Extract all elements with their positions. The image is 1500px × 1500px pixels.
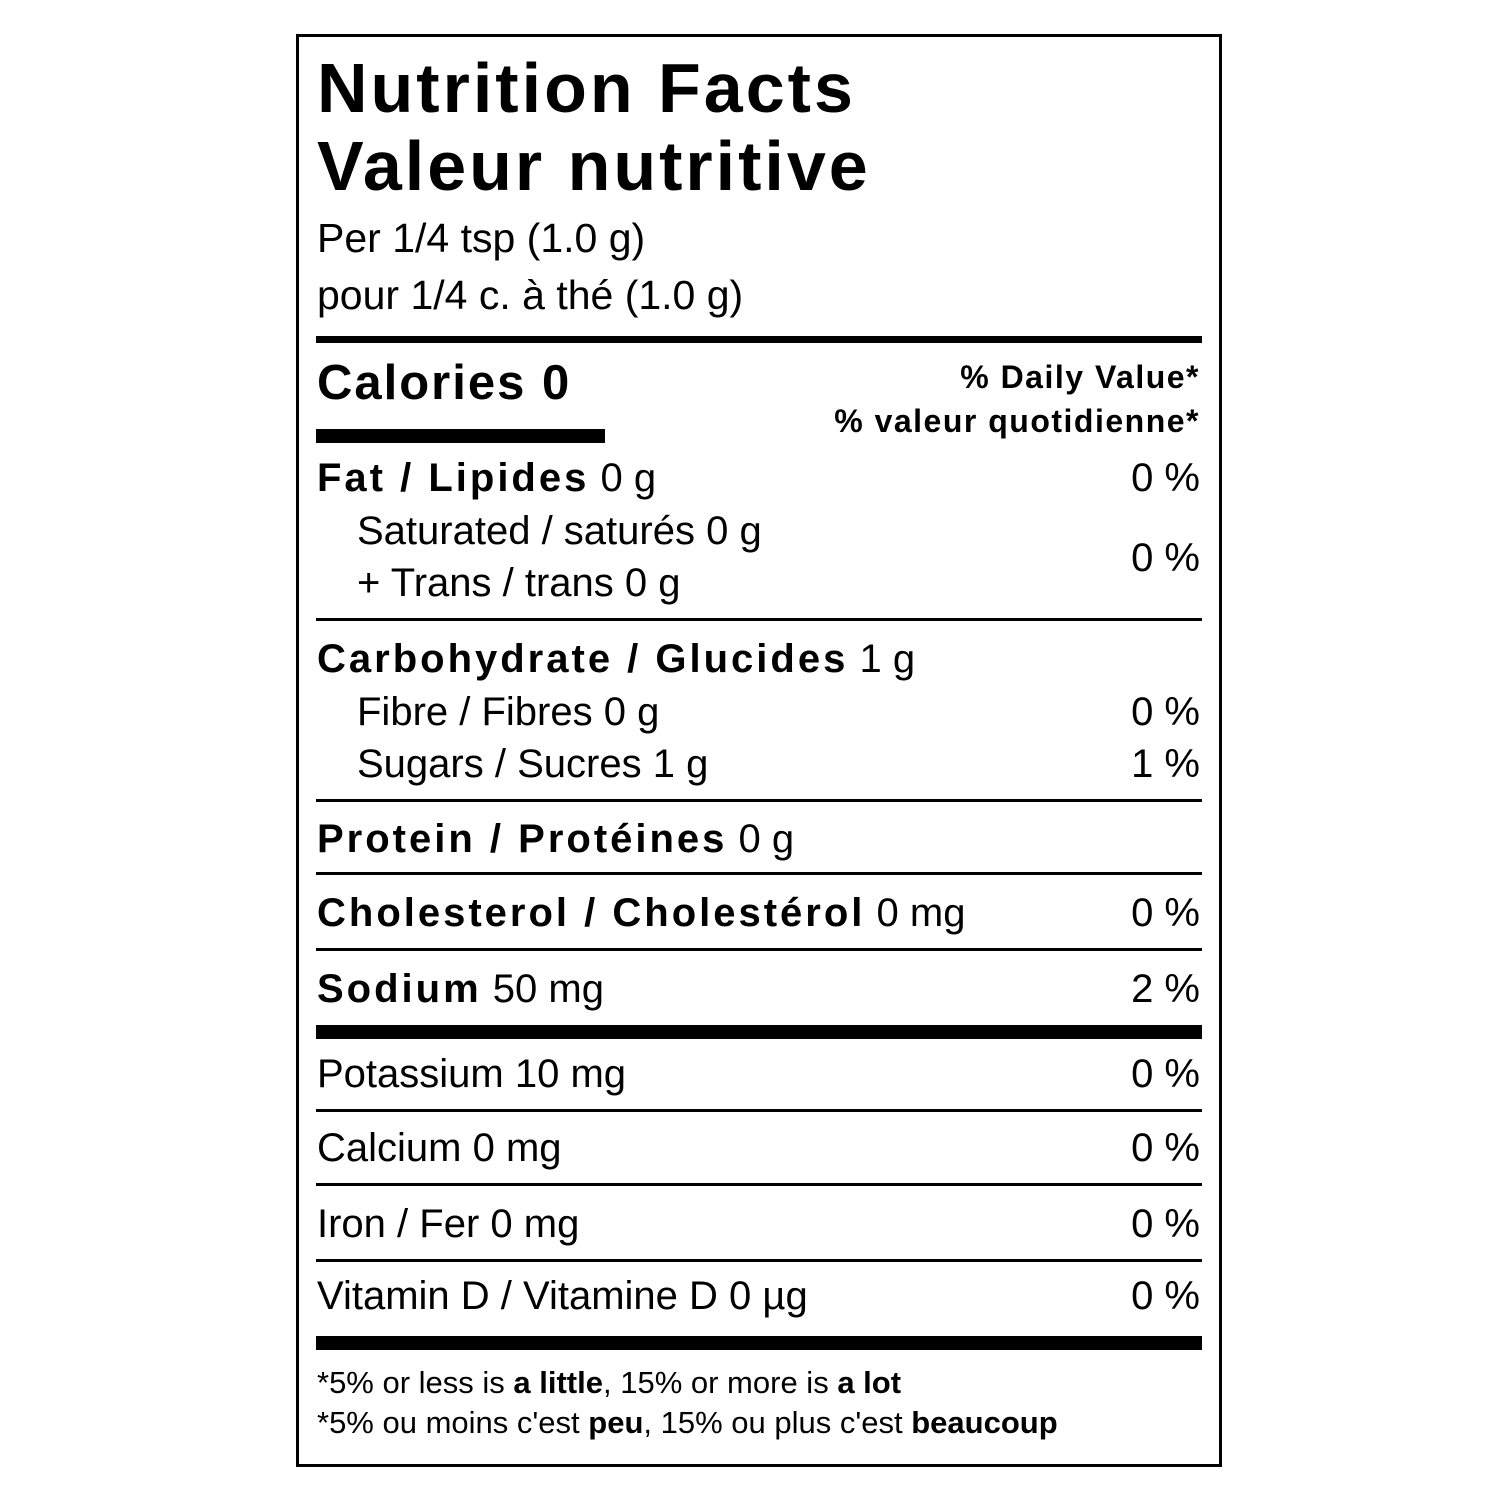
nutrient-amount: 0 µg [729, 1274, 808, 1318]
divider [316, 1183, 1202, 1186]
calories: Calories 0 [317, 356, 572, 410]
footnote-text: *5% or less is [317, 1365, 514, 1400]
nutrient-label: Calcium [317, 1126, 462, 1170]
nutrient-label: Protein / Protéines [317, 817, 728, 861]
sodium-row: Sodium 50 mg [317, 969, 604, 1009]
cholesterol-row: Cholesterol / Cholestérol 0 mg [317, 893, 965, 933]
vitamin-d-row: Vitamin D / Vitamine D 0 µg [317, 1276, 808, 1316]
nutrient-amount: 0 mg [490, 1202, 580, 1246]
iron-row: Iron / Fer 0 mg [317, 1204, 579, 1244]
calcium-row: Calcium 0 mg [317, 1128, 562, 1168]
carbohydrate-row: Carbohydrate / Glucides 1 g [317, 639, 915, 679]
serving-size-fr: pour 1/4 c. à thé (1.0 g) [317, 272, 744, 318]
nutrient-label: Potassium [317, 1052, 504, 1096]
nutrient-amount: 1 g [859, 637, 916, 681]
calories-bar [316, 429, 605, 443]
fibre-row: Fibre / Fibres 0 g [357, 692, 659, 732]
nutrient-label: Fibre / Fibres [357, 690, 593, 734]
sugars-row: Sugars / Sucres 1 g [357, 744, 708, 784]
nutrient-amount: 10 mg [514, 1052, 627, 1096]
serving-size-en: Per 1/4 tsp (1.0 g) [317, 215, 646, 261]
calcium-dv: 0 % [1131, 1126, 1200, 1170]
nutrient-label: + Trans / trans [357, 561, 614, 605]
divider [316, 618, 1202, 621]
label-border [296, 34, 1222, 1467]
nutrient-amount: 1 g [652, 742, 709, 786]
potassium-dv: 0 % [1131, 1052, 1200, 1096]
nutrient-label: Cholesterol / Cholestérol [317, 891, 866, 935]
thick-divider [316, 1025, 1202, 1039]
nutrient-amount: 0 g [706, 509, 762, 553]
potassium-row: Potassium 10 mg [317, 1054, 626, 1094]
nutrient-amount: 50 mg [492, 967, 604, 1011]
thick-divider [316, 1336, 1202, 1350]
nutrient-amount: 0 mg [876, 891, 966, 935]
saturated-row: Saturated / saturés 0 g [357, 511, 762, 551]
divider [316, 1259, 1202, 1262]
footnote-text: , 15% or more is [603, 1365, 838, 1400]
footnote-fr: *5% ou moins c'est peu, 15% ou plus c'es… [317, 1407, 1058, 1438]
daily-value-header-en: % Daily Value* [960, 359, 1200, 395]
nutrient-label: Iron / Fer [317, 1202, 480, 1246]
daily-value-header-fr: % valeur quotidienne* [834, 403, 1200, 439]
sodium-dv: 2 % [1131, 967, 1200, 1011]
divider [316, 1109, 1202, 1112]
thick-divider [316, 336, 1202, 343]
nutrient-label: Vitamin D / Vitamine D [317, 1274, 718, 1318]
fibre-dv: 0 % [1131, 690, 1200, 734]
fat-row: Fat / Lipides 0 g [317, 458, 656, 498]
nutrient-amount: 0 g [600, 456, 657, 500]
nutrient-label: Fat / Lipides [317, 456, 590, 500]
nutrient-label: Sodium [317, 967, 482, 1011]
nutrient-amount: 0 g [738, 817, 795, 861]
fat-dv: 0 % [1131, 456, 1200, 500]
footnote-emphasis: a little [513, 1365, 603, 1400]
divider [316, 799, 1202, 802]
trans-row: + Trans / trans 0 g [357, 563, 681, 603]
nutrient-amount: 0 mg [472, 1126, 562, 1170]
footnote-emphasis: beaucoup [911, 1405, 1058, 1440]
nutrient-amount: 0 g [624, 561, 681, 605]
footnote-en: *5% or less is a little, 15% or more is … [317, 1367, 901, 1398]
footnote-emphasis: a lot [837, 1365, 902, 1400]
divider [316, 948, 1202, 951]
footnote-emphasis: peu [588, 1405, 644, 1440]
footnote-text: , 15% ou plus c'est [643, 1405, 912, 1440]
nutrient-label: Carbohydrate / Glucides [317, 637, 849, 681]
protein-row: Protein / Protéines 0 g [317, 819, 794, 859]
sugars-dv: 1 % [1131, 742, 1200, 786]
iron-dv: 0 % [1131, 1202, 1200, 1246]
cholesterol-dv: 0 % [1131, 891, 1200, 935]
nutrient-amount: 0 g [603, 690, 660, 734]
footnote-text: *5% ou moins c'est [317, 1405, 589, 1440]
title-en: Nutrition Facts [317, 49, 856, 127]
title-fr: Valeur nutritive [317, 127, 871, 205]
vitamin-d-dv: 0 % [1131, 1274, 1200, 1318]
nutrient-label: Saturated / saturés [357, 509, 695, 553]
nutrient-label: Sugars / Sucres [357, 742, 642, 786]
divider [316, 872, 1202, 875]
sat-trans-dv: 0 % [1131, 536, 1200, 580]
